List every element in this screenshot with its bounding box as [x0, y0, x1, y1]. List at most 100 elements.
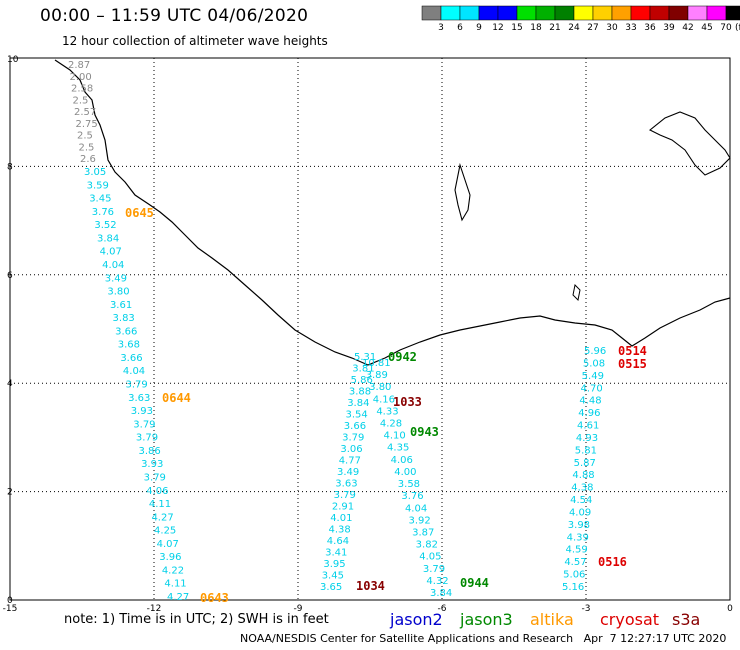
x-tick-label: -9	[294, 604, 303, 614]
wave-height-label: 2.5	[77, 131, 93, 142]
wave-height-label: 3.76	[92, 207, 114, 218]
wave-height-label: 3.88	[349, 387, 371, 398]
wave-height-label: 2.57	[74, 107, 96, 118]
x-tick-label: 0	[727, 604, 733, 614]
wave-height-label: 4.48	[579, 396, 601, 407]
wave-height-label: 4.77	[339, 456, 361, 467]
island-outline	[572, 283, 581, 302]
wave-height-label: 4.54	[570, 495, 592, 506]
x-tick-label: -3	[582, 604, 591, 614]
wave-height-label: 2.75	[76, 119, 98, 130]
wave-height-label: 3.81	[352, 364, 374, 375]
wave-height-label: 4.38	[329, 525, 351, 536]
wave-height-label: 4.39	[567, 532, 589, 543]
satellite-name: jason2	[390, 610, 443, 629]
wave-height-label: 3.61	[110, 300, 132, 311]
satellite-name: jason3	[460, 610, 513, 629]
time-label: 0644	[162, 391, 191, 405]
wave-height-label: 4.04	[123, 366, 145, 377]
wave-height-label: 4.27	[167, 592, 189, 603]
wave-height-label: 3.05	[84, 167, 106, 178]
satellite-name: altika	[530, 610, 574, 629]
wave-height-label: 4.06	[391, 455, 413, 466]
wave-height-label: 3.06	[340, 444, 362, 455]
wave-height-label: 3.41	[325, 548, 347, 559]
wave-height-label: 3.79	[144, 472, 166, 483]
wave-height-label: 4.07	[157, 539, 179, 550]
wave-height-label: 4.16	[373, 394, 395, 405]
wave-height-label: 3.79	[342, 433, 364, 444]
x-tick-label: -6	[438, 604, 447, 614]
time-label: 0643	[200, 591, 229, 605]
legend-label: 24	[568, 23, 580, 33]
wave-height-label: 3.87	[412, 527, 434, 538]
legend-label: 18	[530, 23, 542, 33]
wave-height-label: 2.6	[80, 154, 96, 165]
wave-height-label: 5.96	[584, 346, 606, 357]
wave-height-label: 4.07	[100, 247, 122, 258]
wave-height-label: 4.64	[327, 536, 349, 547]
wave-height-label: 5.31	[354, 352, 376, 363]
legend-label: 45	[701, 23, 712, 33]
wave-height-label: 3.80	[107, 287, 129, 298]
x-tick-label: -15	[3, 604, 18, 614]
wave-height-label: 3.84	[347, 398, 369, 409]
legend-label: 9	[476, 23, 482, 33]
plot-frame	[9, 57, 731, 601]
wave-height-label: 4.70	[581, 383, 603, 394]
wave-height-label: 4.27	[151, 512, 173, 523]
wave-height-label: 3.84	[430, 588, 452, 599]
legend-label: 15	[511, 23, 522, 33]
time-label: 0516	[598, 555, 627, 569]
wave-height-label: 3.45	[322, 571, 344, 582]
legend-unit: (ft)	[735, 23, 740, 33]
time-label: 0943	[410, 425, 439, 439]
legend-label: 21	[549, 23, 560, 33]
y-tick-label: 4	[7, 379, 13, 389]
legend-swatch	[725, 5, 740, 21]
wave-height-label: 3.79	[126, 380, 148, 391]
wave-height-label: 4.57	[564, 557, 586, 568]
wave-height-label: 3.68	[118, 340, 140, 351]
wave-height-label: 4.93	[576, 433, 598, 444]
time-label: 1034	[356, 579, 385, 593]
time-label: 1033	[393, 395, 422, 409]
wave-height-label: 5.49	[582, 371, 604, 382]
wave-height-label: 3.86	[138, 446, 160, 457]
wave-height-label: 3.63	[128, 393, 150, 404]
wave-height-label: 4.25	[154, 526, 176, 537]
wave-height-label: 3.89	[366, 370, 388, 381]
page-title: 00:00 – 11:59 UTC 04/06/2020	[40, 6, 309, 26]
wave-height-label: 3.80	[369, 382, 391, 393]
wave-height-label: 3.65	[320, 582, 342, 593]
timestamp: Apr 7 12:27:17 UTC 2020	[583, 632, 727, 645]
wave-height-label: 3.79	[334, 490, 356, 501]
wave-height-label: 3.54	[346, 410, 368, 421]
time-label: 0514	[618, 344, 647, 358]
time-label: 0944	[460, 576, 489, 590]
wave-height-label: 3.98	[568, 520, 590, 531]
wave-height-label: 4.28	[380, 419, 402, 430]
wave-height-label: 4.11	[149, 499, 171, 510]
wave-height-label: 3.84	[97, 233, 119, 244]
page-subtitle: 12 hour collection of altimeter wave hei…	[62, 34, 328, 48]
wave-height-label: 5.16	[562, 582, 584, 593]
wave-height-label: 2.5	[79, 142, 95, 153]
wave-height-label: 2.00	[70, 72, 92, 83]
wave-height-label: 3.92	[409, 515, 431, 526]
wave-height-label: 2.91	[332, 502, 354, 513]
wave-height-label: 3.83	[113, 313, 135, 324]
wave-height-label: 5.06	[563, 570, 585, 581]
legend-label: 27	[587, 23, 598, 33]
legend-label: 30	[606, 23, 618, 33]
coastline	[54, 59, 731, 366]
wave-height-label: 5.86	[351, 375, 373, 386]
wave-height-label: 4.32	[426, 576, 448, 587]
wave-height-label: 3.79	[133, 419, 155, 430]
credits-line: NOAA/NESDIS Center for Satellite Applica…	[240, 632, 726, 645]
y-tick-label: 2	[7, 488, 13, 498]
wave-height-label: 5.81	[575, 445, 597, 456]
